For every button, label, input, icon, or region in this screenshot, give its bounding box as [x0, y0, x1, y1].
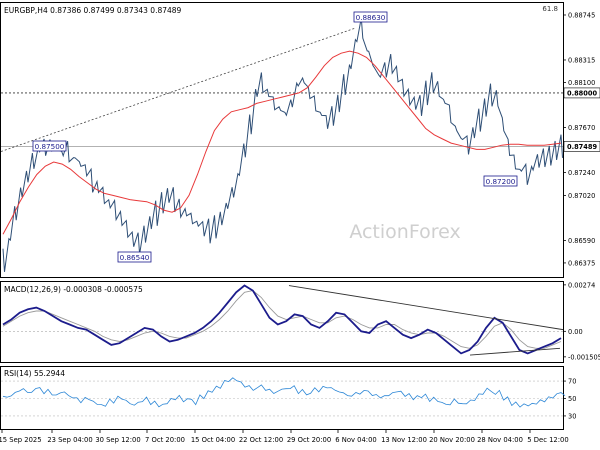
y-tick-label: 0.88100: [568, 79, 595, 87]
x-tick-label: 20 Nov 20:00: [429, 436, 475, 444]
price-marker-label: 0.88000: [567, 89, 597, 97]
rsi-title: RSI(14) 55.2944: [4, 369, 65, 378]
x-tick-label: 7 Oct 20:00: [145, 436, 185, 444]
annotation-label: 0.86540: [120, 253, 150, 262]
macd-trend-line: [469, 347, 561, 356]
macd-line: [2, 284, 562, 355]
x-tick-label: 28 Nov 04:00: [477, 436, 523, 444]
y-tick-label: 30: [568, 412, 576, 420]
corner-label: 61.8: [542, 5, 558, 13]
price-marker-box: [563, 87, 600, 99]
price-panel: [0, 2, 564, 278]
x-tick-label: 29 Oct 20:00: [287, 436, 331, 444]
y-tick-label: 50: [568, 395, 576, 403]
macd-signal-line: [2, 290, 562, 349]
x-tick-label: 13 Nov 12:00: [381, 436, 427, 444]
moving-average-line: [2, 50, 562, 235]
y-tick-label: 0.88315: [568, 56, 595, 64]
y-tick-label: 0.87020: [568, 192, 595, 200]
y-tick-label: 0.87240: [568, 169, 595, 177]
price-title: EURGBP,H4 0.87386 0.87499 0.87343 0.8748…: [4, 6, 182, 15]
price-marker-label: 0.87489: [567, 143, 597, 151]
watermark: ActionForex: [349, 221, 460, 243]
annotation-label: 0.88630: [356, 13, 386, 22]
annotation-box: [353, 11, 388, 23]
x-tick-label: 22 Oct 12:00: [239, 436, 283, 444]
annotation-box: [117, 251, 152, 263]
x-tick-label: 15 Oct 04:00: [191, 436, 235, 444]
y-tick-label: -0.001505: [568, 353, 600, 361]
y-tick-label: 70: [568, 378, 576, 386]
trend-line: [0, 27, 356, 152]
annotation-label: 0.87500: [35, 142, 65, 151]
y-tick-label: 0.87670: [568, 124, 595, 132]
x-tick-label: 23 Sep 04:00: [47, 436, 92, 444]
annotation-box: [483, 175, 518, 187]
x-tick-label: 30 Sep 12:00: [95, 436, 140, 444]
price-series: [2, 17, 563, 272]
annotation-box: [32, 140, 67, 152]
rsi-panel: [0, 366, 564, 430]
x-tick-label: 5 Dec 12:00: [527, 436, 568, 444]
annotation-label: 0.87200: [486, 177, 516, 186]
price-marker-box: [563, 141, 600, 152]
y-tick-label: 0.86375: [568, 259, 595, 267]
x-tick-label: 15 Sep 2025: [0, 436, 42, 444]
rsi-line: [2, 377, 566, 408]
y-tick-label: 0.00274: [568, 281, 595, 289]
x-tick-label: 6 Nov 04:00: [335, 436, 377, 444]
macd-trend-line: [288, 285, 564, 331]
y-tick-label: 0.86590: [568, 237, 595, 245]
y-tick-label: 0.88745: [568, 11, 595, 19]
y-tick-label: 0.00: [568, 328, 583, 336]
macd-title: MACD(12,26,9) -0.000308 -0.000575: [4, 285, 143, 294]
